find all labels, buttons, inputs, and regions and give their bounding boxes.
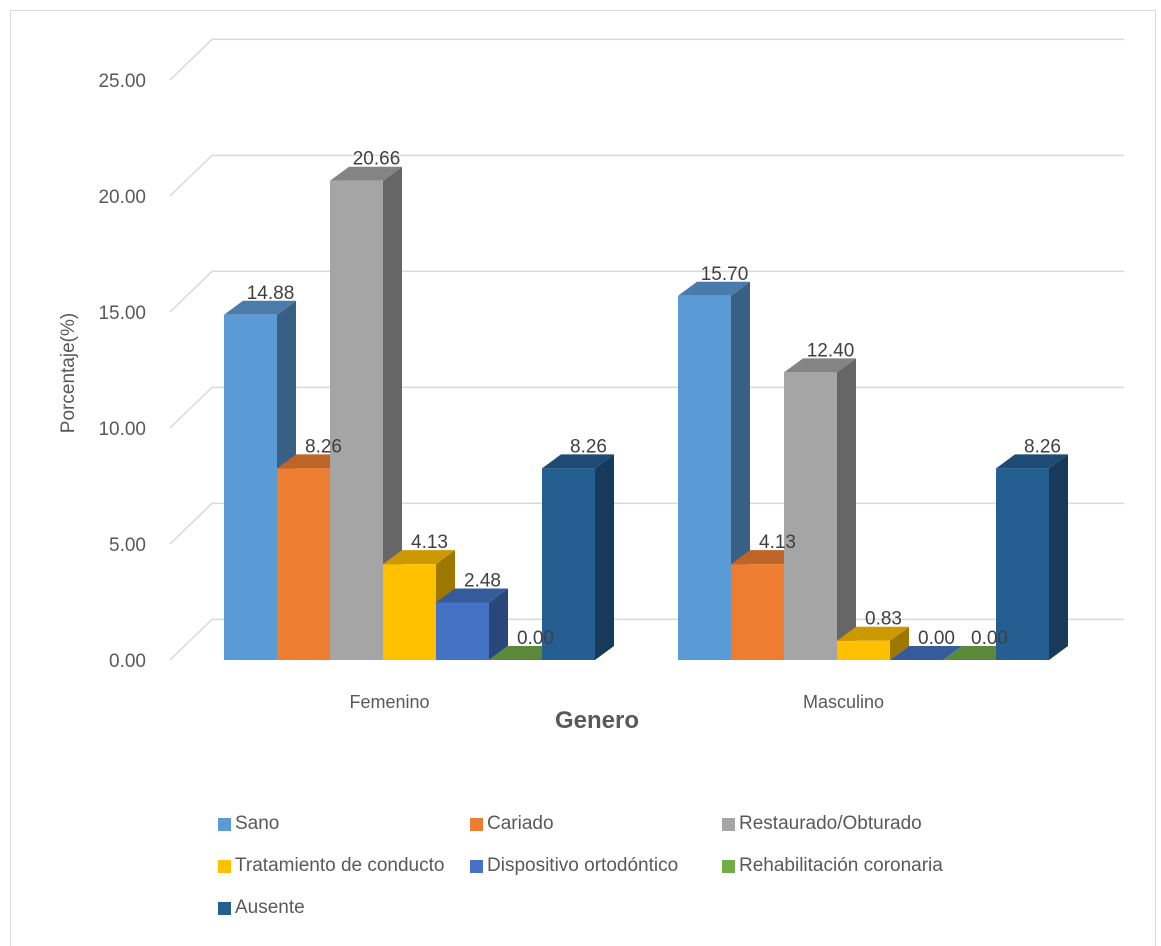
bar — [542, 454, 614, 660]
legend-swatch — [722, 817, 735, 831]
legend-item: Restaurado/Obturado — [722, 813, 922, 835]
data-label: 14.88 — [247, 283, 295, 304]
legend-item: Rehabilitación coronaria — [722, 855, 943, 877]
legend-label: Ausente — [235, 897, 305, 918]
y-axis-title: Porcentaje(%) — [58, 313, 79, 433]
bar — [436, 588, 508, 660]
legend-item: Cariado — [470, 813, 554, 835]
data-label: 15.70 — [701, 264, 749, 285]
x-axis-title: Genero — [555, 707, 639, 734]
legend-label: Tratamiento de conducto — [235, 855, 445, 876]
legend-label: Cariado — [487, 813, 554, 834]
legend-label: Dispositivo ortodóntico — [487, 855, 679, 876]
gridline-depth — [169, 386, 213, 429]
bar — [383, 550, 455, 660]
gridline-depth — [169, 154, 213, 197]
gridline-depth — [169, 38, 213, 81]
legend-label: Rehabilitación coronaria — [739, 855, 943, 876]
legend-swatch — [218, 817, 231, 831]
gridline-depth — [169, 502, 213, 545]
y-tick-label: 5.00 — [109, 535, 146, 556]
gridline-depth — [169, 270, 213, 313]
x-tick-label: Femenino — [349, 692, 429, 712]
legend-swatch — [470, 817, 483, 831]
data-label: 20.66 — [353, 149, 401, 170]
data-label: 0.00 — [971, 628, 1008, 649]
bar — [837, 626, 909, 660]
data-label: 4.13 — [759, 532, 796, 553]
legend-label: Restaurado/Obturado — [739, 813, 922, 834]
data-label: 8.26 — [305, 436, 342, 457]
chart-frame — [10, 10, 1156, 946]
data-label: 2.48 — [464, 570, 501, 591]
legend-swatch — [722, 859, 735, 873]
data-label: 8.26 — [570, 436, 607, 457]
legend-swatch — [470, 859, 483, 873]
data-label: 0.00 — [517, 628, 554, 649]
data-label: 8.26 — [1024, 436, 1061, 457]
y-tick-label: 0.00 — [109, 651, 146, 672]
legend-item: Dispositivo ortodóntico — [470, 855, 678, 877]
y-tick-label: 20.00 — [98, 187, 146, 208]
legend-swatch — [218, 901, 231, 915]
legend-label: Sano — [235, 813, 280, 834]
bar — [996, 454, 1068, 660]
legend-swatch — [218, 859, 231, 873]
y-tick-label: 10.00 — [98, 419, 146, 440]
bar — [330, 166, 402, 661]
x-tick-label: Masculino — [803, 692, 884, 712]
data-label: 12.40 — [807, 340, 855, 361]
data-label: 4.13 — [411, 532, 448, 553]
bar — [890, 646, 962, 660]
data-label: 0.00 — [918, 628, 955, 649]
legend-item: Tratamiento de conducto — [218, 855, 444, 877]
bar — [784, 358, 856, 660]
y-tick-label: 15.00 — [98, 303, 146, 324]
data-label: 0.83 — [865, 609, 902, 630]
legend-item: Sano — [218, 813, 279, 835]
y-tick-label: 25.00 — [98, 71, 146, 92]
gridline-depth — [169, 618, 213, 661]
legend-item: Ausente — [218, 897, 305, 919]
